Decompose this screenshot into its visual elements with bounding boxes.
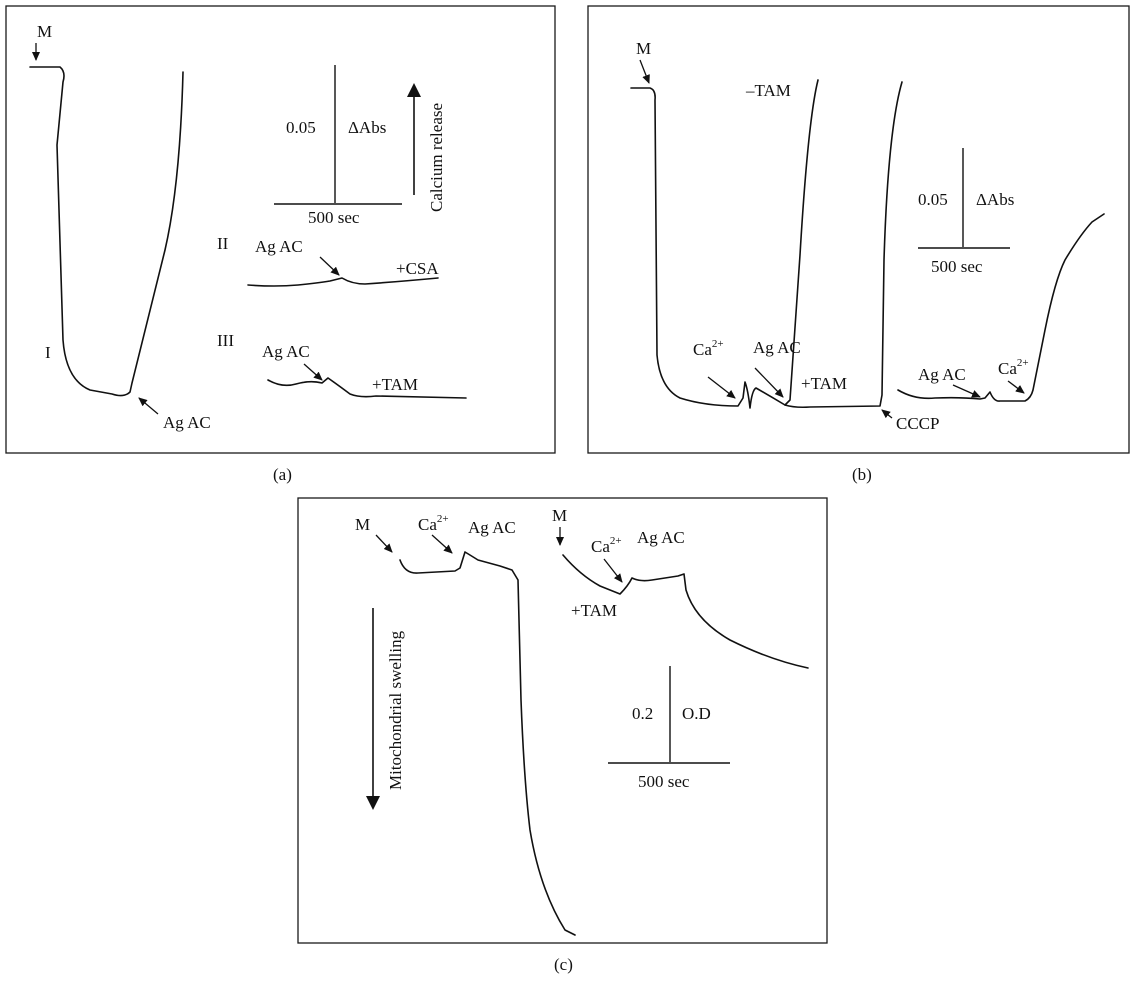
panel-a-frame — [5, 5, 556, 454]
ag-ac-arrow-icon-b1 — [754, 367, 784, 398]
trace-ca-after — [897, 213, 1105, 402]
panel-c: M Ca2+ Ag AC Mitochondrial swelling M Ca… — [297, 497, 828, 974]
caption-c: (c) — [554, 955, 573, 974]
ag-ac-arrow-icon-I — [138, 397, 159, 415]
ca-arrow-icon-c2 — [603, 558, 623, 583]
scale-unit-b: ΔAbs — [976, 190, 1014, 209]
label-cccp: CCCP — [896, 414, 939, 433]
m-arrow-icon-c1 — [375, 534, 393, 553]
trace-I — [29, 66, 184, 397]
trace-minus-tam — [630, 79, 819, 409]
condition-csa: +CSA — [396, 259, 439, 278]
ag-ac-arrow-icon-III — [303, 363, 323, 381]
mitochondrial-swelling-label: Mitochondrial swelling — [386, 630, 405, 790]
label-plus-tam-c: +TAM — [571, 601, 617, 620]
trace-plus-tam — [784, 81, 903, 409]
ag-ac-label-II: Ag AC — [255, 237, 303, 256]
panel-c-frame — [297, 497, 828, 944]
trace-III-label: III — [217, 331, 234, 350]
ag-ac-label-c2: Ag AC — [637, 528, 685, 547]
scale-time-b: 500 sec — [931, 257, 983, 276]
ca-label-c2: Ca2+ — [591, 535, 622, 556]
m-label-c1: M — [355, 515, 370, 534]
ca-label-c1: Ca2+ — [418, 513, 449, 534]
caption-b: (b) — [852, 465, 872, 484]
m-label-c2: M — [552, 506, 567, 525]
trace-II-label: II — [217, 234, 229, 253]
m-arrow-icon-b — [639, 59, 650, 84]
caption-a: (a) — [273, 465, 292, 484]
cccp-arrow-icon — [881, 409, 893, 419]
ca-label-b1: Ca2+ — [693, 338, 724, 359]
panel-b: M +TAM –TAM Ca2+ Ag AC CCCP 0.05 ΔAbs 50… — [587, 5, 1130, 484]
scale-value-c: 0.2 — [632, 704, 653, 723]
m-label-b: M — [636, 39, 651, 58]
calcium-release-label: Calcium release — [427, 103, 446, 212]
ca-arrow-icon-b1 — [707, 376, 736, 399]
ag-ac-label-I: Ag AC — [163, 413, 211, 432]
ag-ac-arrow-icon-II — [319, 256, 340, 276]
ag-ac-arrow-icon-b2 — [952, 384, 981, 398]
ca-arrow-icon-c1 — [431, 534, 453, 554]
panel-b-frame — [587, 5, 1130, 454]
trace-II — [247, 277, 439, 287]
scale-unit-a: ΔAbs — [348, 118, 386, 137]
ag-ac-label-b1: Ag AC — [753, 338, 801, 357]
scale-unit-c: O.D — [682, 704, 711, 723]
panel-a: M I Ag AC 0.05 ΔAbs 500 sec Calcium rele… — [5, 5, 556, 484]
ag-ac-label-c1: Ag AC — [468, 518, 516, 537]
trace-plus-tam-c — [562, 554, 809, 669]
ca-arrow-icon-b2 — [1007, 380, 1025, 394]
label-minus-tam-b: –TAM — [745, 81, 791, 100]
scale-time-a: 500 sec — [308, 208, 360, 227]
ca-label-b2: Ca2+ — [998, 357, 1029, 378]
m-label-a: M — [37, 22, 52, 41]
scale-time-c: 500 sec — [638, 772, 690, 791]
scale-value-a: 0.05 — [286, 118, 316, 137]
trace-III — [267, 377, 467, 399]
ag-ac-label-b2: Ag AC — [918, 365, 966, 384]
ag-ac-label-III: Ag AC — [262, 342, 310, 361]
scale-value-b: 0.05 — [918, 190, 948, 209]
label-plus-tam-b: +TAM — [801, 374, 847, 393]
trace-I-label: I — [45, 343, 51, 362]
trace-swelling — [399, 551, 576, 936]
condition-tam-a: +TAM — [372, 375, 418, 394]
